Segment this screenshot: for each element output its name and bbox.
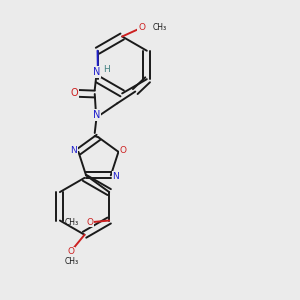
- Text: O: O: [120, 146, 127, 155]
- Text: O: O: [68, 247, 75, 256]
- Text: CH₃: CH₃: [64, 256, 78, 266]
- Text: CH₃: CH₃: [152, 23, 166, 32]
- Text: N: N: [93, 110, 100, 120]
- Text: N: N: [70, 146, 77, 155]
- Text: O: O: [71, 88, 78, 98]
- Text: CH₃: CH₃: [65, 218, 79, 226]
- Text: N: N: [93, 67, 100, 77]
- Text: N: N: [112, 172, 119, 181]
- Text: H: H: [103, 65, 110, 74]
- Text: O: O: [86, 218, 94, 226]
- Text: O: O: [138, 23, 145, 32]
